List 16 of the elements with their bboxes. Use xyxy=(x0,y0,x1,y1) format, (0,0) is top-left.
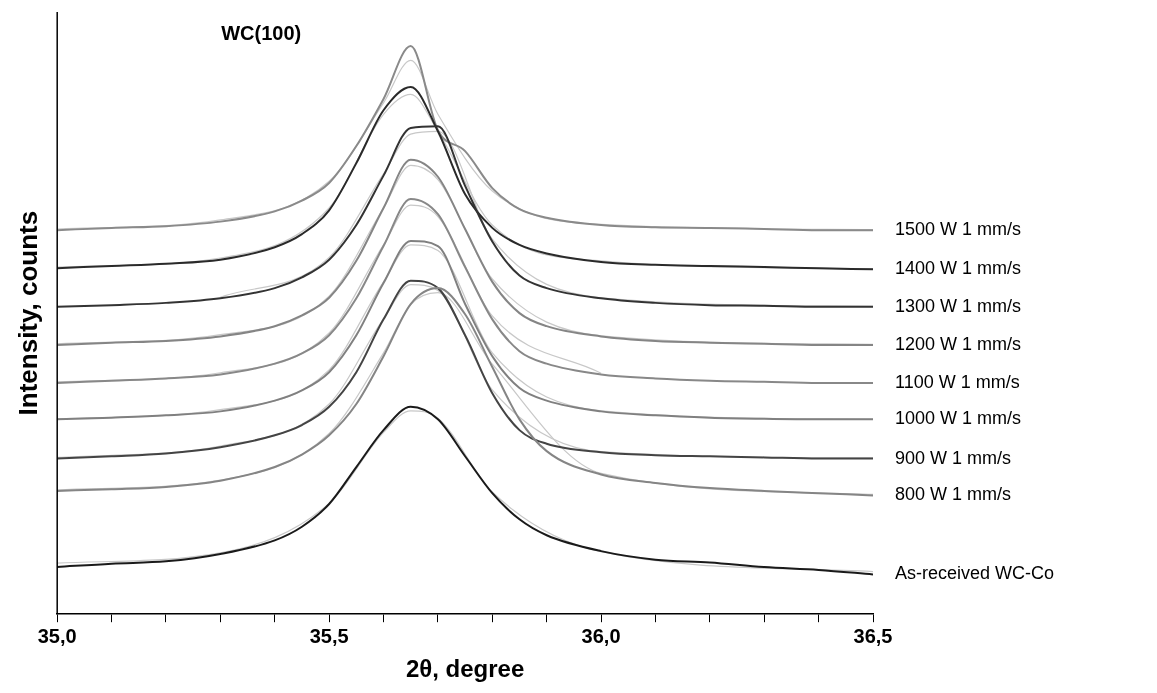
series-label: 1000 W 1 mm/s xyxy=(895,408,1022,429)
series-label: 900 W 1 mm/s xyxy=(895,447,1012,468)
x-tick-label: 36,5 xyxy=(853,624,893,647)
series-label: 1300 W 1 mm/s xyxy=(895,295,1022,316)
series-label: As-received WC-Co xyxy=(895,563,1055,584)
text: WC(100) xyxy=(221,21,302,44)
x-tick-label: 35,0 xyxy=(37,624,77,647)
y-axis-title: Intensity, counts xyxy=(12,210,43,416)
series-label: 800 W 1 mm/s xyxy=(895,484,1012,505)
x-tick-label: 35,5 xyxy=(309,624,349,647)
series-label: 1200 W 1 mm/s xyxy=(895,333,1022,354)
x-axis-title: 2θ, degree xyxy=(405,655,525,683)
series-label: 1400 W 1 mm/s xyxy=(895,258,1022,279)
series-label: 1100 W 1 mm/s xyxy=(895,371,1020,392)
x-tick-label: 36,0 xyxy=(581,624,621,647)
series-label: 1500 W 1 mm/s xyxy=(895,219,1022,240)
